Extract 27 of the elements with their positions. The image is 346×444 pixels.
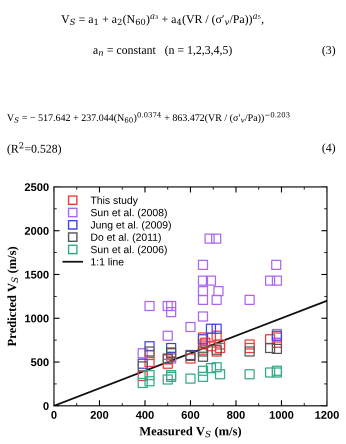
legend-label: Sun et al. (2006) <box>90 246 167 256</box>
text: (3) <box>322 46 336 56</box>
text: (R$^{2}$=0.528) <box>7 142 62 156</box>
x-tick-label: 200 <box>90 410 108 419</box>
x-axis-title: Measured V$_{S}$ (m/s) <box>140 426 242 438</box>
text: a$_{n}$ = constant (n = 1,2,3,4,5) <box>93 46 232 56</box>
text: V$_{S}$ = a$_{1}$ + a$_{2}$(N$_{60}$)$^{a₃}$ + a$_{4}$(VR / (σ′$_{v}$/Pa))$^{a₅}$, <box>61 14 264 26</box>
text: V$_{S}$ = − 517.642 + 237.044(N$_{60}$)$^{0.0374}$ + 863.472(VR / (σ′$_{v}$/Pa))$^{−0.203}$ <box>7 112 290 124</box>
y-tick-label: 1500 <box>25 270 49 279</box>
y-tick-label: 2500 <box>24 183 49 192</box>
y-axis-title: Predicted V$_{S}$ (m/s) <box>7 246 19 346</box>
x-tick-label: 0 <box>51 410 57 419</box>
x-tick-label: 400 <box>136 410 154 419</box>
y-tick-label: 500 <box>30 358 49 366</box>
legend-label: Do et al. (2011) <box>91 233 161 243</box>
x-tick-label: 600 <box>182 410 200 419</box>
x-tick-label: 1000 <box>270 410 294 419</box>
x-tick-label: 1200 <box>315 410 339 419</box>
y-tick-label: 0 <box>43 402 49 410</box>
x-tick-label: 800 <box>227 410 245 419</box>
y-tick-label: 1000 <box>25 314 49 322</box>
legend-label: 1:1 line <box>91 258 124 266</box>
legend-label: Sun et al. (2008) <box>90 208 167 218</box>
legend-label: Jung et al. (2009) <box>90 220 171 231</box>
text: (4) <box>322 143 336 154</box>
y-tick-label: 2000 <box>24 226 49 235</box>
legend-label: This study <box>90 196 138 206</box>
